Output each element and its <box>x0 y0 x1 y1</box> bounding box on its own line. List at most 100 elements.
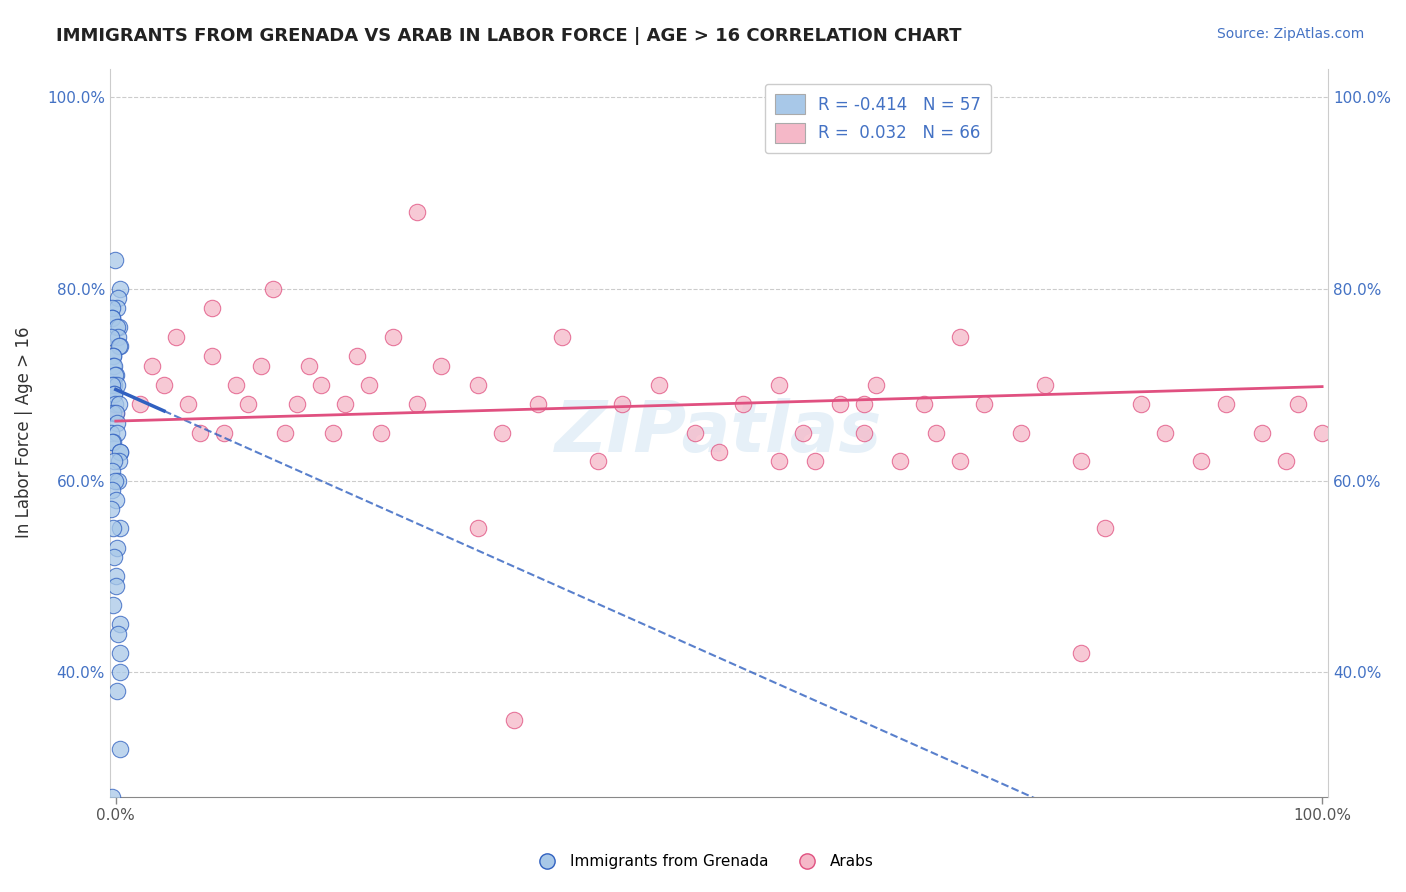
Point <box>973 397 995 411</box>
Point <box>107 330 129 344</box>
Point <box>201 349 224 363</box>
Point <box>298 359 321 373</box>
Point <box>105 579 128 593</box>
Point <box>103 387 125 401</box>
Point <box>527 397 550 411</box>
Point <box>177 397 200 411</box>
Point <box>406 205 429 219</box>
Point <box>108 741 131 756</box>
Point <box>108 282 131 296</box>
Point <box>792 425 814 440</box>
Point <box>101 359 124 373</box>
Point <box>129 397 152 411</box>
Point <box>100 330 122 344</box>
Point <box>105 301 128 315</box>
Point <box>103 454 125 468</box>
Point <box>141 359 163 373</box>
Point <box>322 425 344 440</box>
Point <box>104 569 127 583</box>
Point <box>467 377 489 392</box>
Point <box>467 521 489 535</box>
Point <box>225 377 247 392</box>
Point <box>103 359 125 373</box>
Point <box>804 454 827 468</box>
Point <box>103 521 125 535</box>
Point <box>110 617 132 632</box>
Point <box>333 397 356 411</box>
Point <box>382 330 405 344</box>
Point <box>768 454 790 468</box>
Point <box>370 425 392 440</box>
Point <box>165 330 187 344</box>
Point <box>912 397 935 411</box>
Point <box>1215 397 1237 411</box>
Point <box>101 789 124 804</box>
Point <box>1154 425 1177 440</box>
Point <box>852 425 875 440</box>
Point <box>105 377 128 392</box>
Point <box>406 397 429 411</box>
Point <box>1130 397 1153 411</box>
Point <box>108 339 131 353</box>
Point <box>107 292 129 306</box>
Point <box>1275 454 1298 468</box>
Point <box>285 397 308 411</box>
Text: Source: ZipAtlas.com: Source: ZipAtlas.com <box>1216 27 1364 41</box>
Point <box>1070 454 1092 468</box>
Point <box>101 310 124 325</box>
Point <box>105 320 128 334</box>
Point <box>108 665 131 679</box>
Point <box>1310 425 1333 440</box>
Point <box>105 541 128 555</box>
Point <box>707 444 730 458</box>
Point <box>731 397 754 411</box>
Point <box>101 377 124 392</box>
Point <box>103 253 125 268</box>
Point <box>108 521 131 535</box>
Point <box>101 349 124 363</box>
Point <box>1094 521 1116 535</box>
Point <box>430 359 453 373</box>
Point <box>551 330 574 344</box>
Point <box>1070 646 1092 660</box>
Point <box>100 435 122 450</box>
Point <box>104 492 127 507</box>
Point <box>104 406 127 420</box>
Y-axis label: In Labor Force | Age > 16: In Labor Force | Age > 16 <box>15 326 32 539</box>
Point <box>1250 425 1272 440</box>
Legend: R = -0.414   N = 57, R =  0.032   N = 66: R = -0.414 N = 57, R = 0.032 N = 66 <box>765 84 991 153</box>
Point <box>103 377 125 392</box>
Point <box>101 349 124 363</box>
Point <box>647 377 669 392</box>
Point <box>107 474 129 488</box>
Point <box>101 598 124 612</box>
Point <box>683 425 706 440</box>
Point <box>108 646 131 660</box>
Point <box>359 377 381 392</box>
Point <box>110 339 132 353</box>
Point <box>309 377 332 392</box>
Point <box>103 550 125 565</box>
Text: IMMIGRANTS FROM GRENADA VS ARAB IN LABOR FORCE | AGE > 16 CORRELATION CHART: IMMIGRANTS FROM GRENADA VS ARAB IN LABOR… <box>56 27 962 45</box>
Point <box>101 435 124 450</box>
Point <box>1191 454 1213 468</box>
Legend: Immigrants from Grenada, Arabs: Immigrants from Grenada, Arabs <box>526 848 880 875</box>
Point <box>188 425 211 440</box>
Point <box>889 454 911 468</box>
Point <box>101 406 124 420</box>
Point <box>346 349 368 363</box>
Point <box>153 377 176 392</box>
Point <box>949 330 972 344</box>
Point <box>100 502 122 516</box>
Point <box>949 454 972 468</box>
Point <box>491 425 513 440</box>
Point <box>101 483 124 497</box>
Point <box>103 387 125 401</box>
Point <box>107 397 129 411</box>
Point <box>249 359 271 373</box>
Point <box>238 397 260 411</box>
Point <box>925 425 948 440</box>
Point <box>100 425 122 440</box>
Point <box>588 454 610 468</box>
Point <box>104 474 127 488</box>
